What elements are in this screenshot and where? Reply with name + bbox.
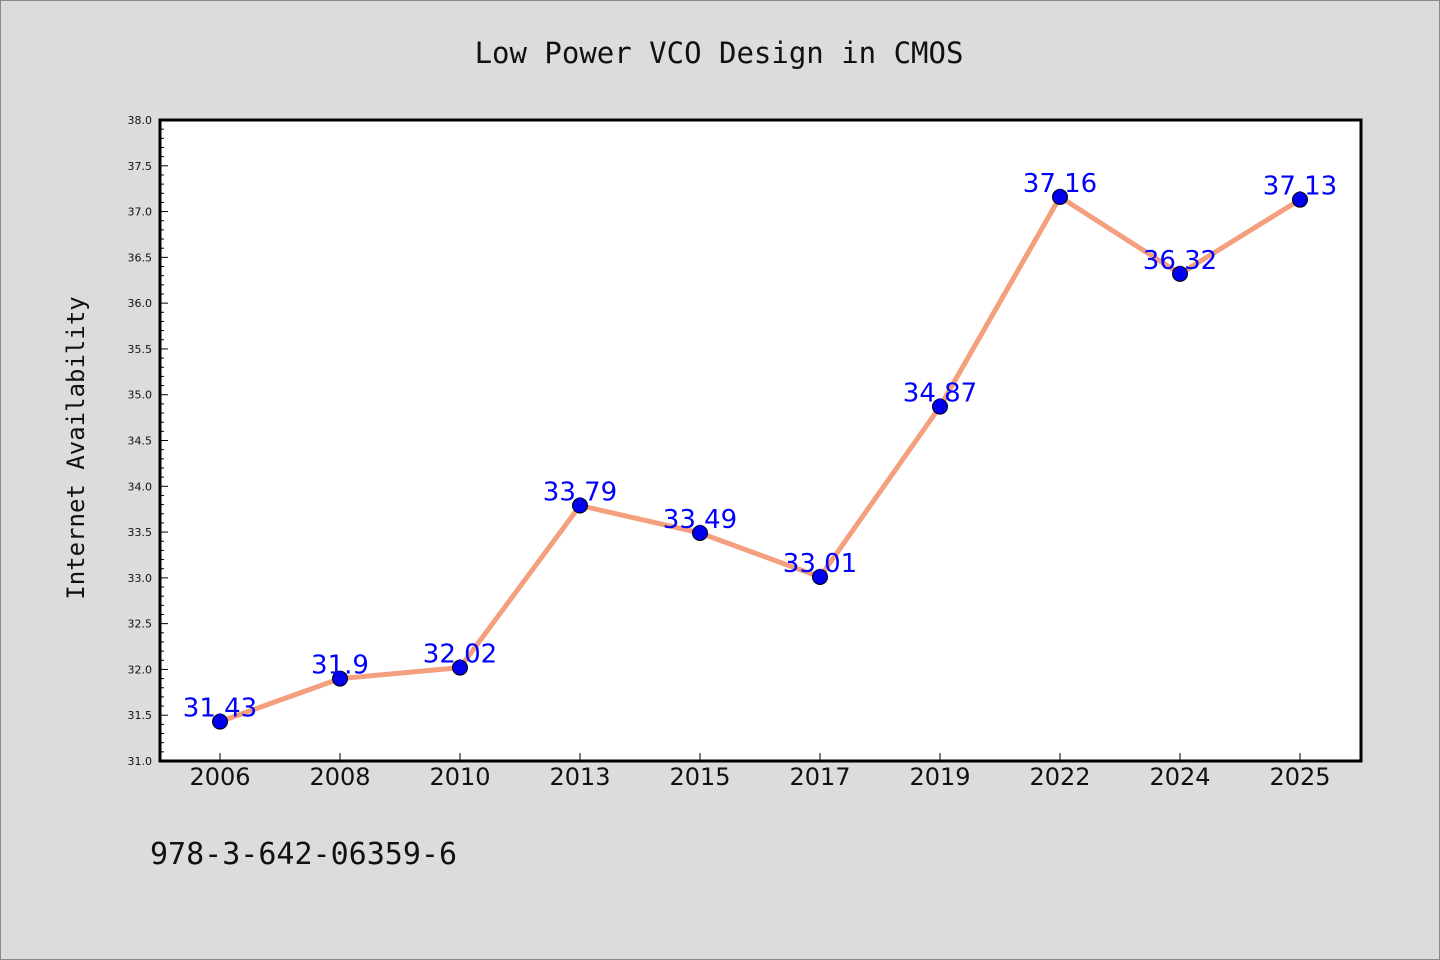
data-point — [932, 398, 948, 415]
data-point — [452, 659, 468, 676]
data-label: 37.16 — [1023, 169, 1097, 199]
y-tick-label: 35.5 — [128, 343, 153, 356]
y-tick-label: 38.0 — [128, 114, 153, 127]
y-tick-label: 36.0 — [128, 297, 153, 310]
data-point — [1172, 265, 1188, 282]
footer-isbn: 978-3-642-06359-6 — [150, 837, 457, 872]
data-point — [1292, 191, 1308, 208]
series-polyline — [217, 194, 1303, 725]
data-markers — [212, 188, 1308, 730]
data-label: 36.32 — [1143, 246, 1217, 276]
data-label: 37.13 — [1263, 172, 1337, 202]
data-point — [332, 670, 348, 687]
data-labels: 31.43 31.9 32.02 33.79 33.49 33.01 34.87 37.16 3… — [183, 169, 1337, 724]
data-point — [212, 713, 228, 730]
data-label: 33.79 — [543, 478, 617, 508]
y-tick-label: 36.5 — [128, 251, 153, 264]
x-tick-label: 2006 — [189, 763, 250, 791]
data-label: 33.01 — [783, 549, 857, 579]
data-label: 34.87 — [903, 379, 977, 409]
data-point — [692, 524, 708, 541]
y-tick-label: 37.5 — [128, 160, 153, 173]
y-tick-label: 33.5 — [128, 526, 153, 539]
x-tick-label: 2015 — [669, 763, 730, 791]
y-tick-label: 35.0 — [128, 389, 153, 402]
y-tick-label: 31.0 — [128, 755, 153, 768]
x-tick-label: 2022 — [1029, 763, 1090, 791]
y-tick-label: 37.0 — [128, 206, 153, 219]
data-label: 31.43 — [183, 694, 257, 724]
x-axis: 2006 2008 2010 2013 2015 2017 2019 2022 2024 2025 — [189, 753, 1331, 791]
x-tick-label: 2010 — [429, 763, 490, 791]
y-axis-label: Internet Availability — [62, 296, 90, 599]
x-tick-label: 2025 — [1269, 763, 1330, 791]
y-axis: 31.0 31.5 32.0 32.5 33.0 33.5 34.0 34.5 35.0 35.5… — [128, 114, 168, 768]
data-label: 33.49 — [663, 505, 737, 535]
x-tick-label: 2024 — [1149, 763, 1210, 791]
x-tick-label: 2017 — [789, 763, 850, 791]
data-point — [572, 497, 588, 514]
series-line — [217, 194, 1303, 725]
y-tick-label: 32.5 — [128, 618, 153, 631]
data-label: 31.9 — [311, 651, 369, 681]
y-tick-label: 31.5 — [128, 709, 153, 722]
plot-area — [158, 118, 1363, 763]
x-tick-label: 2013 — [549, 763, 610, 791]
x-tick-label: 2019 — [909, 763, 970, 791]
y-tick-label: 33.0 — [128, 572, 153, 585]
data-label: 32.02 — [423, 640, 497, 670]
y-tick-label: 32.0 — [128, 663, 153, 676]
data-point — [812, 568, 828, 585]
x-tick-label: 2008 — [309, 763, 370, 791]
chart-title: Low Power VCO Design in CMOS — [475, 36, 964, 70]
y-tick-label: 34.0 — [128, 480, 153, 493]
data-point — [1052, 188, 1068, 205]
y-tick-label: 34.5 — [128, 435, 153, 448]
